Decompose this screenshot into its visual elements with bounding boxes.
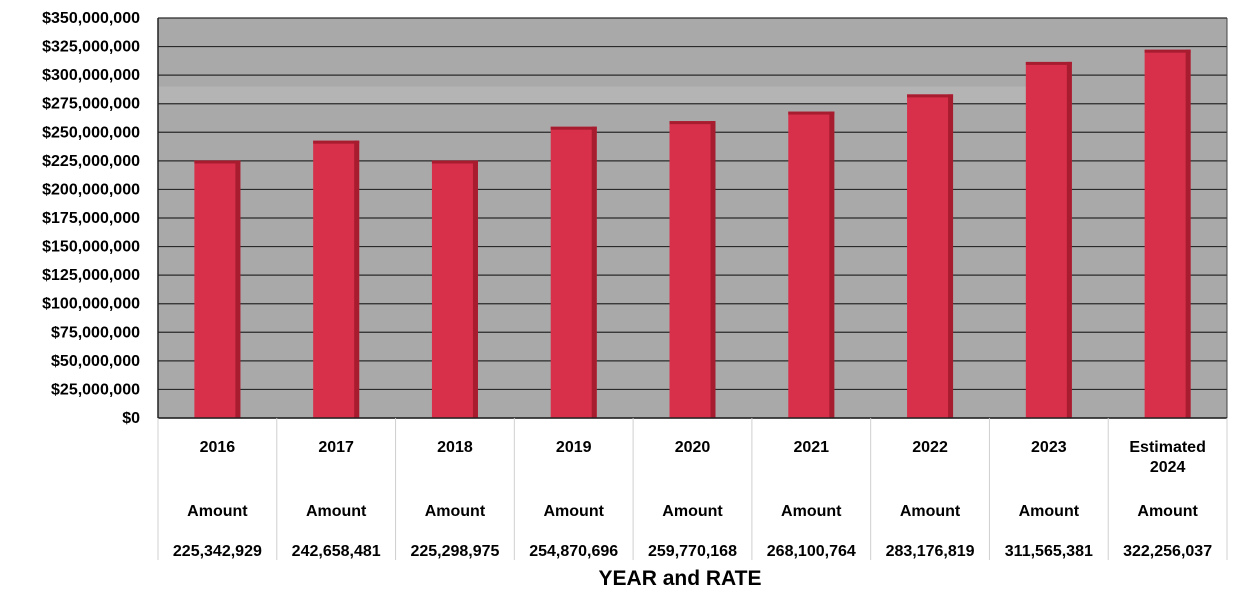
bar-top [1144, 49, 1191, 53]
category-label: 2017 [318, 439, 354, 456]
row-label: Amount [1137, 503, 1198, 520]
bar [313, 140, 360, 418]
bar-top [313, 140, 360, 144]
row-label: Amount [306, 503, 367, 520]
bar [431, 160, 478, 419]
value-label: 268,100,764 [767, 543, 856, 560]
category-label: 2016 [200, 439, 236, 456]
value-label: 254,870,696 [529, 543, 618, 560]
category-label: 2022 [912, 439, 948, 456]
bar-top [550, 126, 597, 130]
y-tick-label: $200,000,000 [42, 181, 140, 198]
row-label: Amount [187, 503, 248, 520]
bar-shade [591, 126, 597, 418]
bar-top [194, 160, 241, 164]
y-tick-label: $225,000,000 [42, 153, 140, 170]
bar-shade [948, 94, 954, 418]
bar-shade [1185, 49, 1191, 418]
value-label: 322,256,037 [1123, 543, 1212, 560]
bar-top [431, 160, 478, 164]
y-tick-label: $125,000,000 [42, 267, 140, 284]
bar-shade [710, 121, 716, 418]
row-label: Amount [900, 503, 961, 520]
y-tick-label: $325,000,000 [42, 39, 140, 56]
y-tick-label: $350,000,000 [42, 10, 140, 27]
y-tick-label: $175,000,000 [42, 210, 140, 227]
bar [788, 111, 835, 419]
bar-top [669, 121, 716, 125]
value-label: 283,176,819 [886, 543, 975, 560]
y-tick-label: $275,000,000 [42, 96, 140, 113]
y-tick-label: $25,000,000 [51, 381, 140, 398]
bar-top [907, 94, 954, 98]
y-tick-label: $50,000,000 [51, 353, 140, 370]
bar-top [788, 111, 835, 115]
y-tick-label: $150,000,000 [42, 239, 140, 256]
y-axis: $0 $25,000,000 $50,000,000 $75,000,000 $100,… [42, 10, 1228, 427]
bar-shade [472, 160, 478, 419]
data-table: 2016 Amount 225,342,929 2017 Amount 242,658,4… [157, 418, 1228, 560]
bar-shade [829, 111, 835, 419]
y-tick-label: $0 [122, 410, 140, 427]
row-label: Amount [781, 503, 842, 520]
y-tick-label: $300,000,000 [42, 67, 140, 84]
bar [907, 94, 954, 418]
y-tick-label: $250,000,000 [42, 124, 140, 141]
x-axis-title: YEAR and RATE [599, 567, 762, 590]
y-tick-label: $100,000,000 [42, 296, 140, 313]
row-label: Amount [662, 503, 723, 520]
category-label: 2023 [1031, 439, 1067, 456]
value-label: 259,770,168 [648, 543, 737, 560]
value-label: 225,342,929 [173, 543, 262, 560]
value-label: 225,298,975 [410, 543, 499, 560]
bars [194, 49, 1191, 419]
plot-highlight-band [158, 86, 1027, 104]
y-tick-label: $75,000,000 [51, 324, 140, 341]
row-label: Amount [1019, 503, 1080, 520]
category-label: 2019 [556, 439, 592, 456]
category-label: 2021 [793, 439, 829, 456]
bar [1025, 61, 1072, 418]
row-label: Amount [425, 503, 486, 520]
bar-top [1025, 61, 1072, 65]
value-label: 311,565,381 [1005, 543, 1093, 560]
category-label: 2018 [437, 439, 473, 456]
category-label: 2020 [675, 439, 711, 456]
row-label: Amount [544, 503, 605, 520]
bar [550, 126, 597, 418]
bar [194, 160, 241, 419]
value-label: 242,658,481 [292, 543, 381, 560]
bar-shade [354, 140, 360, 418]
bar-shade [235, 160, 241, 419]
bar [1144, 49, 1191, 418]
bar [669, 121, 716, 418]
category-label: Estimated 2024 [1129, 439, 1205, 476]
bar-shade [1066, 61, 1072, 418]
